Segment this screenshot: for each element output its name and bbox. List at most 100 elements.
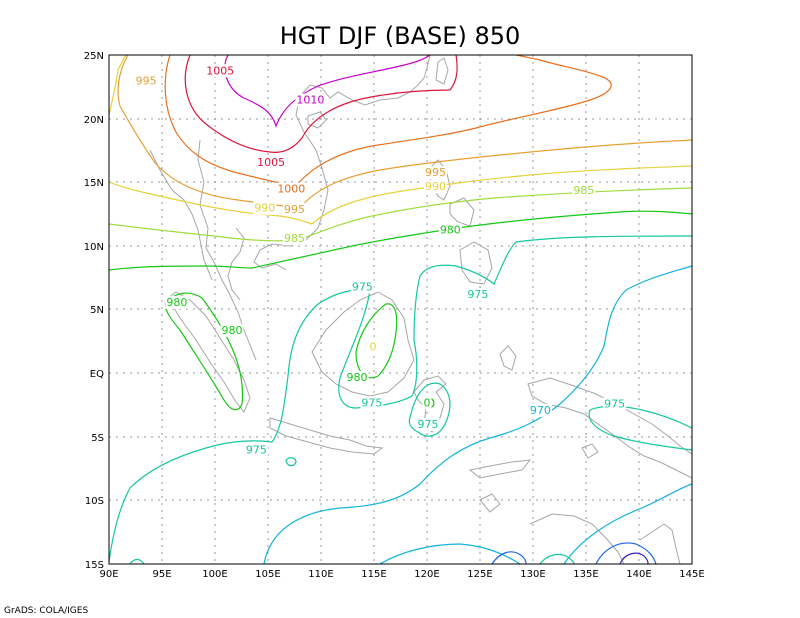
y-tick: 5N [90, 305, 104, 316]
contour-label: 985 [573, 184, 594, 197]
contour-label: 975 [352, 281, 373, 294]
contour-985 [108, 187, 693, 242]
contour-label: 990 [425, 180, 446, 193]
y-tick: 25N [84, 51, 104, 62]
coast-south-china [299, 54, 431, 106]
contour-label-background [253, 201, 277, 215]
y-tick: 10N [84, 242, 104, 253]
contour-1000 [164, 54, 612, 187]
contour-label-background [466, 288, 490, 302]
coast-halmahera [499, 345, 517, 371]
contour-label: 975 [604, 398, 625, 411]
contour-label: 0 [424, 396, 431, 409]
contour-980-sumatra [165, 292, 244, 411]
contour-label: 985 [284, 232, 305, 245]
contour-label-background [244, 443, 268, 457]
contour-label: 995 [284, 203, 305, 216]
contour-965 [491, 542, 657, 565]
x-tick: 110E [308, 569, 333, 580]
map-frame [108, 54, 693, 565]
x-tick: 115E [361, 569, 386, 580]
contours [108, 54, 693, 565]
y-tick: 5S [91, 433, 104, 444]
coast-taiwan [435, 57, 449, 85]
coast-borneo [311, 291, 415, 397]
contour-960 [619, 552, 649, 565]
contour-970 [263, 265, 693, 565]
x-tick: 105E [255, 569, 280, 580]
contour-label: 995 [425, 166, 446, 179]
contour-975-java [285, 457, 297, 467]
x-tick: 125E [467, 569, 492, 580]
contour-label-background [283, 202, 306, 216]
coast-indochina-west [197, 139, 257, 361]
contour-label: 1000 [277, 183, 305, 196]
contour-label-background [220, 323, 244, 337]
y-tick: 10S [85, 496, 104, 507]
contour-label: 975 [418, 418, 439, 431]
coast-sumatra [167, 291, 251, 413]
coast-myanmar [149, 149, 213, 281]
contour-label: 975 [467, 288, 488, 301]
contour-1010 [224, 54, 431, 128]
coast-mindanao [459, 241, 493, 285]
contour-label: 980 [221, 324, 242, 337]
contour-970-south [379, 483, 693, 565]
credit-text: GrADS: COLA/IGES [4, 606, 88, 616]
contour-label-background [360, 396, 384, 410]
contour-975 [108, 235, 693, 563]
contour-label: 970 [530, 404, 551, 417]
coast-islands-east [479, 443, 599, 513]
contour-label: 1010 [296, 94, 324, 107]
contour-label-background [283, 232, 306, 246]
coast-gulf-thailand [227, 227, 245, 301]
coast-timor [468, 459, 532, 479]
contour-label-background [603, 397, 627, 411]
x-tick: 90E [99, 569, 118, 580]
contour-label-background [345, 370, 369, 384]
contour-label-background [134, 74, 158, 88]
contour-label-background [368, 340, 378, 354]
coast-new-guinea [527, 377, 693, 479]
contour-label-background [438, 223, 462, 237]
contour-label-background [423, 180, 447, 194]
contour-label-background [528, 404, 552, 418]
contour-label: 980 [440, 223, 461, 236]
contour-label-background [572, 183, 596, 197]
contour-980-main [108, 210, 693, 271]
grid-lines [109, 55, 692, 564]
contour-label: 975 [246, 443, 267, 456]
contour-975-small-south [129, 558, 145, 565]
contour-1005 [184, 54, 458, 153]
contour-label: 1005 [257, 156, 285, 169]
x-tick: 135E [573, 569, 598, 580]
contour-975-se [539, 553, 575, 565]
x-tick: 100E [202, 569, 227, 580]
y-tick: 20N [84, 115, 104, 126]
coast-indochina-east [253, 95, 329, 271]
y-tick: 15S [85, 560, 104, 571]
contour-label-background [165, 295, 189, 309]
contour-975-loop [408, 382, 451, 437]
contour-label-background [350, 280, 374, 294]
contour-label-background [416, 418, 440, 432]
x-tick: 95E [152, 569, 171, 580]
contour-990 [108, 54, 693, 225]
x-tick: 145E [679, 569, 704, 580]
x-tick: 130E [520, 569, 545, 580]
x-tick: 120E [414, 569, 439, 580]
contour-975-east [588, 405, 693, 451]
contour-label: 995 [136, 74, 157, 87]
y-tick: 15N [84, 178, 104, 189]
contour-label: 975 [361, 396, 382, 409]
coast-australia [529, 513, 681, 565]
map-title: HGT DJF (BASE) 850 [280, 22, 521, 50]
contour-label: 1005 [206, 64, 234, 77]
contour-label-background [276, 182, 307, 196]
contour-label-background [423, 166, 447, 180]
contour-label: 980 [166, 296, 187, 309]
contour-label-background [295, 93, 326, 107]
contour-label-background [422, 396, 432, 410]
